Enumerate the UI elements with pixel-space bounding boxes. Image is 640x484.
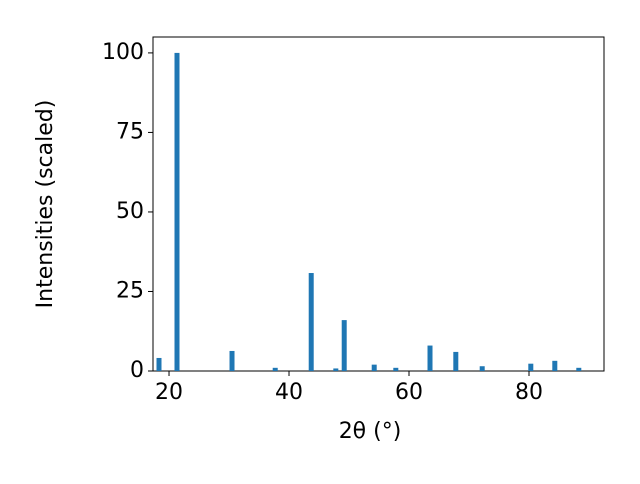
- x-tick-label: 40: [275, 380, 303, 405]
- bar: [528, 363, 534, 371]
- bar: [174, 52, 180, 372]
- plot-frame: [152, 36, 605, 372]
- bar: [156, 357, 162, 371]
- bar: [333, 368, 339, 371]
- bar: [229, 350, 235, 371]
- y-tick-label: 50: [116, 199, 144, 224]
- bar: [393, 367, 399, 371]
- x-axis-label: 2θ (°): [339, 419, 402, 444]
- bar: [576, 367, 582, 371]
- bar: [552, 360, 558, 371]
- bar: [341, 320, 347, 371]
- x-tick-label: 80: [515, 380, 543, 405]
- x-tick-label: 20: [155, 380, 183, 405]
- bar: [308, 273, 314, 371]
- y-tick-label: 100: [102, 40, 144, 65]
- y-tick-label: 75: [116, 119, 144, 144]
- y-axis-label: Intensities (scaled): [33, 100, 58, 309]
- bar: [427, 345, 433, 371]
- bar: [272, 367, 278, 371]
- x-tick-label: 60: [395, 380, 423, 405]
- bar: [479, 366, 485, 371]
- bar: [371, 364, 377, 371]
- y-tick-label: 25: [116, 278, 144, 303]
- bar: [453, 351, 459, 371]
- y-tick-label: 0: [130, 358, 144, 383]
